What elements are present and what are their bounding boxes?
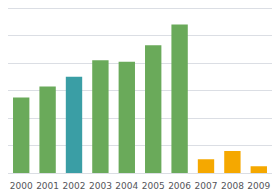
svg-text:2001: 2001 bbox=[36, 181, 59, 191]
svg-text:2003: 2003 bbox=[89, 181, 112, 191]
svg-text:2000: 2000 bbox=[10, 181, 33, 191]
svg-text:2005: 2005 bbox=[142, 181, 165, 191]
svg-text:2009: 2009 bbox=[247, 181, 270, 191]
svg-text:2006: 2006 bbox=[168, 181, 191, 191]
svg-text:2002: 2002 bbox=[63, 181, 86, 191]
svg-text:2007: 2007 bbox=[195, 181, 218, 191]
svg-text:2008: 2008 bbox=[221, 181, 244, 191]
svg-text:2004: 2004 bbox=[115, 181, 138, 191]
